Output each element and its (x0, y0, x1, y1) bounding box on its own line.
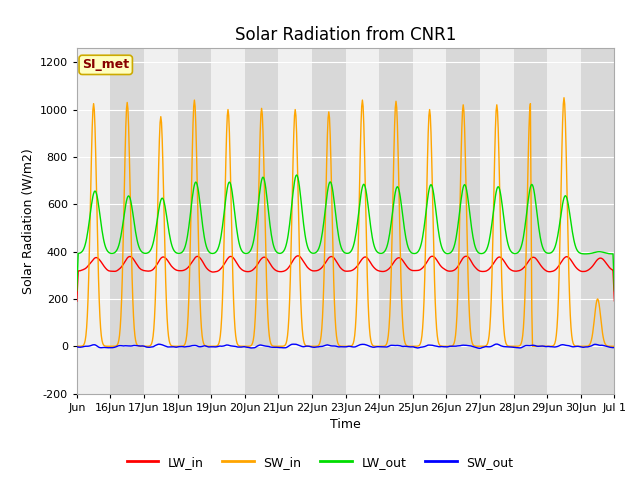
Bar (581, 48, 614, 394)
Legend: LW_in, SW_in, LW_out, SW_out: LW_in, SW_in, LW_out, SW_out (122, 451, 518, 474)
X-axis label: Time: Time (330, 418, 361, 431)
Bar (245, 48, 278, 394)
Bar (380, 48, 413, 394)
Title: Solar Radiation from CNR1: Solar Radiation from CNR1 (235, 25, 456, 44)
Bar (111, 48, 144, 394)
Bar (447, 48, 480, 394)
Bar (312, 48, 346, 394)
Bar (178, 48, 211, 394)
Y-axis label: Solar Radiation (W/m2): Solar Radiation (W/m2) (21, 148, 34, 294)
Bar (514, 48, 547, 394)
Text: SI_met: SI_met (82, 59, 129, 72)
